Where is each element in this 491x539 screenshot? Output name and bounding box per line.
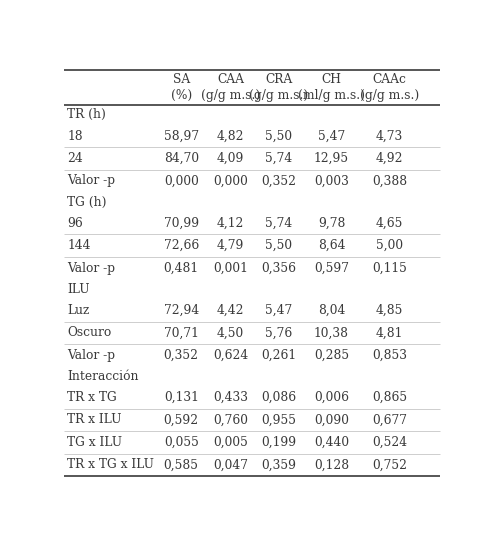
Text: TR x TG x ILU: TR x TG x ILU: [67, 458, 155, 471]
Text: 72,94: 72,94: [164, 304, 199, 317]
Text: 0,000: 0,000: [164, 175, 199, 188]
Text: 70,99: 70,99: [164, 217, 199, 230]
Text: 9,78: 9,78: [318, 217, 345, 230]
Text: 0,086: 0,086: [262, 391, 297, 404]
Text: 5,00: 5,00: [376, 239, 403, 252]
Text: 0,760: 0,760: [213, 413, 248, 426]
Text: 0,115: 0,115: [372, 261, 407, 274]
Text: 4,12: 4,12: [217, 217, 245, 230]
Text: 0,356: 0,356: [262, 261, 297, 274]
Text: 0,128: 0,128: [314, 458, 349, 471]
Text: 5,74: 5,74: [266, 152, 293, 165]
Text: TG x ILU: TG x ILU: [67, 436, 123, 449]
Text: 4,42: 4,42: [217, 304, 245, 317]
Text: 4,79: 4,79: [217, 239, 245, 252]
Text: TG (h): TG (h): [67, 196, 107, 209]
Text: 72,66: 72,66: [164, 239, 199, 252]
Text: 5,50: 5,50: [266, 239, 293, 252]
Text: SA: SA: [173, 73, 190, 86]
Text: 0,624: 0,624: [213, 349, 248, 362]
Text: (%): (%): [170, 88, 192, 101]
Text: (ml/g m.s.): (ml/g m.s.): [298, 88, 365, 101]
Text: 4,09: 4,09: [217, 152, 245, 165]
Text: 4,81: 4,81: [376, 326, 403, 339]
Text: 0,752: 0,752: [372, 458, 407, 471]
Text: 18: 18: [67, 129, 83, 142]
Text: CAAc: CAAc: [373, 73, 407, 86]
Text: 0,955: 0,955: [262, 413, 297, 426]
Text: 0,047: 0,047: [213, 458, 248, 471]
Text: 0,440: 0,440: [314, 436, 349, 449]
Text: 0,388: 0,388: [372, 175, 407, 188]
Text: 58,97: 58,97: [164, 129, 199, 142]
Text: TR (h): TR (h): [67, 108, 107, 121]
Text: 0,090: 0,090: [314, 413, 349, 426]
Text: Valor -p: Valor -p: [67, 175, 115, 188]
Text: (g/g m.s.): (g/g m.s.): [201, 88, 260, 101]
Text: 0,055: 0,055: [164, 436, 199, 449]
Text: 0,001: 0,001: [213, 261, 248, 274]
Text: Interacción: Interacción: [67, 370, 139, 383]
Text: 0,006: 0,006: [314, 391, 349, 404]
Text: CRA: CRA: [266, 73, 293, 86]
Text: Luz: Luz: [67, 304, 90, 317]
Text: 5,47: 5,47: [266, 304, 293, 317]
Text: 4,65: 4,65: [376, 217, 403, 230]
Text: 0,000: 0,000: [213, 175, 248, 188]
Text: 0,592: 0,592: [164, 413, 199, 426]
Text: 0,359: 0,359: [262, 458, 297, 471]
Text: 0,003: 0,003: [314, 175, 349, 188]
Text: 0,677: 0,677: [372, 413, 407, 426]
Text: 0,853: 0,853: [372, 349, 407, 362]
Text: 0,481: 0,481: [164, 261, 199, 274]
Text: 4,82: 4,82: [217, 129, 245, 142]
Text: 0,433: 0,433: [213, 391, 248, 404]
Text: 5,50: 5,50: [266, 129, 293, 142]
Text: 144: 144: [67, 239, 91, 252]
Text: 0,352: 0,352: [262, 175, 297, 188]
Text: 4,50: 4,50: [217, 326, 245, 339]
Text: TR x TG: TR x TG: [67, 391, 117, 404]
Text: 84,70: 84,70: [164, 152, 199, 165]
Text: 0,585: 0,585: [164, 458, 199, 471]
Text: 0,285: 0,285: [314, 349, 349, 362]
Text: 5,76: 5,76: [266, 326, 293, 339]
Text: Valor -p: Valor -p: [67, 349, 115, 362]
Text: 10,38: 10,38: [314, 326, 349, 339]
Text: 0,597: 0,597: [314, 261, 349, 274]
Text: 0,865: 0,865: [372, 391, 407, 404]
Text: 4,92: 4,92: [376, 152, 403, 165]
Text: 0,199: 0,199: [262, 436, 297, 449]
Text: 0,352: 0,352: [164, 349, 199, 362]
Text: Oscuro: Oscuro: [67, 326, 112, 339]
Text: 12,95: 12,95: [314, 152, 349, 165]
Text: (g/g m.s.): (g/g m.s.): [249, 88, 309, 101]
Text: (g/g m.s.): (g/g m.s.): [360, 88, 419, 101]
Text: 8,64: 8,64: [318, 239, 345, 252]
Text: 70,71: 70,71: [164, 326, 199, 339]
Text: 0,131: 0,131: [164, 391, 199, 404]
Text: 5,74: 5,74: [266, 217, 293, 230]
Text: 0,524: 0,524: [372, 436, 407, 449]
Text: CAA: CAA: [217, 73, 244, 86]
Text: 96: 96: [67, 217, 83, 230]
Text: 0,261: 0,261: [262, 349, 297, 362]
Text: 0,005: 0,005: [213, 436, 248, 449]
Text: CH: CH: [322, 73, 342, 86]
Text: 8,04: 8,04: [318, 304, 345, 317]
Text: 5,47: 5,47: [318, 129, 345, 142]
Text: TR x ILU: TR x ILU: [67, 413, 122, 426]
Text: 4,73: 4,73: [376, 129, 403, 142]
Text: 24: 24: [67, 152, 83, 165]
Text: ILU: ILU: [67, 283, 90, 296]
Text: 4,85: 4,85: [376, 304, 403, 317]
Text: Valor -p: Valor -p: [67, 261, 115, 274]
